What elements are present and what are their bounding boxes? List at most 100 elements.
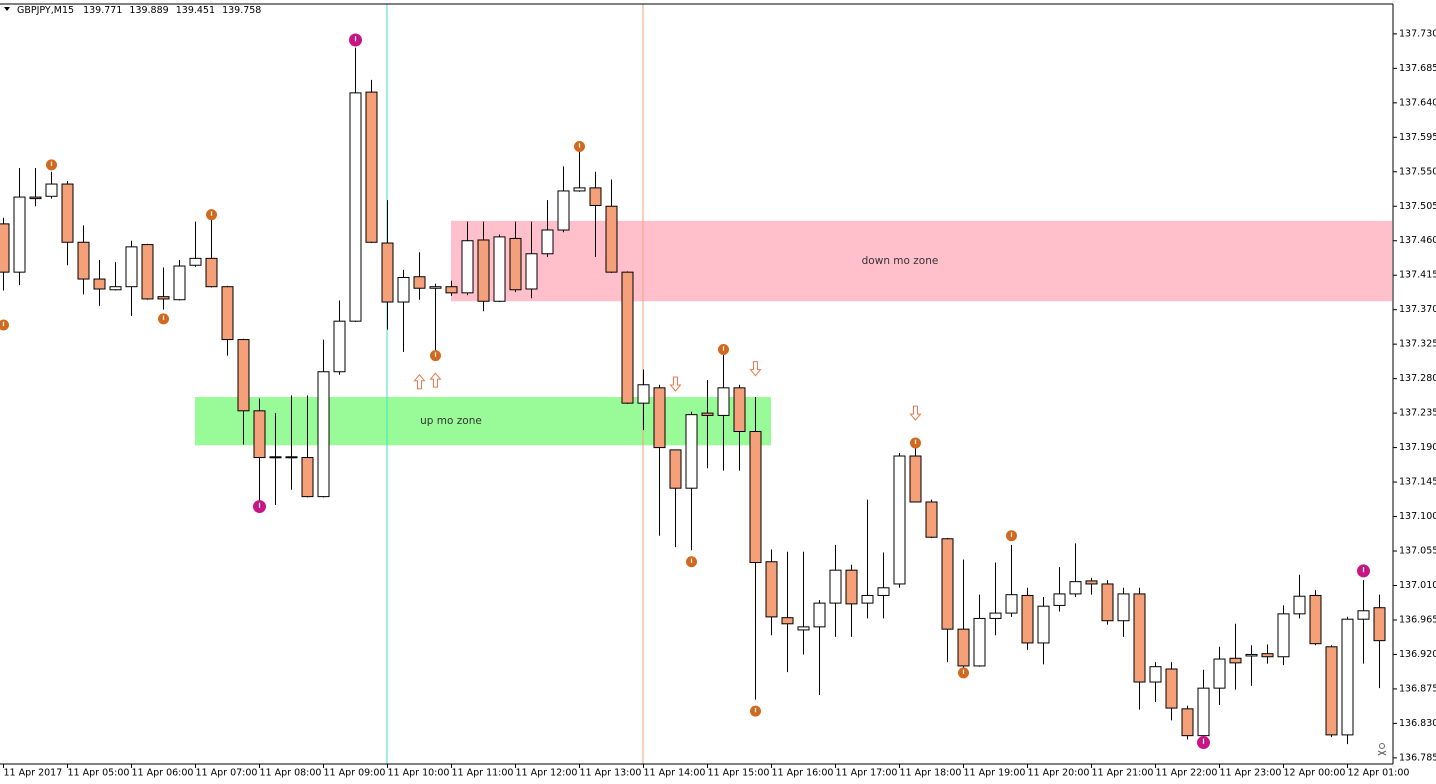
candle-body: [77, 241, 90, 280]
candle-body: [29, 196, 42, 200]
zone-label: up mo zone: [420, 415, 482, 427]
y-tick-label: 137.235: [1399, 408, 1436, 419]
candle-body: [1309, 594, 1322, 645]
open-price: 139.771: [83, 5, 122, 16]
candle-body: [253, 410, 266, 459]
x-tick-label: 11 Apr 18:00: [900, 768, 962, 779]
candle-body: [685, 414, 698, 489]
expert-icon: [1377, 743, 1387, 756]
y-tick-label: 137.100: [1399, 511, 1436, 522]
candle-body: [1149, 666, 1162, 683]
y-tick-label: 136.965: [1399, 614, 1436, 625]
y-tick-label: 137.055: [1399, 546, 1436, 557]
candle-body: [1293, 595, 1306, 615]
x-tick-label: 11 Apr 17:00: [836, 768, 898, 779]
y-tick-label: 137.640: [1399, 97, 1436, 108]
candle-body: [1085, 580, 1098, 585]
candle-body: [1341, 618, 1354, 736]
down-arrow: [749, 361, 762, 377]
candle-body: [1357, 610, 1370, 620]
candle-body: [765, 561, 778, 618]
x-tick-label: 11 Apr 23:00: [1220, 768, 1282, 779]
high-price: 139.889: [129, 5, 168, 16]
y-tick-label: 137.010: [1399, 580, 1436, 591]
close-price: 139.758: [222, 5, 261, 16]
candle-body: [909, 455, 922, 503]
candle-body: [157, 296, 170, 300]
candle-body: [333, 320, 346, 373]
candle-body: [893, 455, 906, 585]
signals: [0, 33, 1370, 750]
candle-body: [541, 229, 554, 255]
zone: [195, 397, 771, 446]
candle-body: [0, 223, 10, 273]
x-tick-label: 11 Apr 16:00: [772, 768, 834, 779]
candle-body: [125, 246, 138, 288]
down-arrow: [909, 405, 922, 421]
candle-body: [781, 617, 794, 625]
header: GBPJPY,M15 139.771 139.889 139.451 139.7…: [17, 5, 261, 16]
x-tick-label: 11 Apr 22:00: [1156, 768, 1218, 779]
candle-body: [797, 626, 810, 631]
candle-body: [109, 286, 122, 291]
candle-body: [317, 371, 330, 498]
candle-body: [381, 242, 394, 303]
candle-body: [141, 244, 154, 300]
candle-body: [525, 253, 538, 290]
x-tick-label: 11 Apr 07:00: [196, 768, 258, 779]
up-arrow: [413, 373, 426, 390]
candle-body: [829, 569, 842, 604]
candle-body: [173, 265, 186, 301]
candle-body: [237, 339, 250, 412]
down-arrow: [669, 376, 682, 392]
candle-body: [637, 384, 650, 404]
y-tick-label: 137.190: [1399, 442, 1436, 453]
candle-body: [1053, 593, 1066, 606]
candle-body: [1213, 658, 1226, 689]
y-tick-label: 137.280: [1399, 373, 1436, 384]
candle-body: [605, 205, 618, 273]
candle-body: [1277, 613, 1290, 658]
candle-body: [877, 587, 890, 596]
y-tick-label: 136.920: [1399, 649, 1436, 660]
y-tick-label: 137.505: [1399, 201, 1436, 212]
candle-body: [973, 617, 986, 667]
candle-body: [1101, 583, 1114, 622]
candle-body: [509, 237, 522, 291]
candle-body: [189, 257, 202, 266]
x-tick-label: 11 Apr 15:00: [708, 768, 770, 779]
candle-body: [413, 276, 426, 289]
candle-body: [477, 239, 490, 302]
candle-body: [1069, 581, 1082, 595]
candle-body: [221, 286, 234, 341]
x-tick-label: 11 Apr 13:00: [580, 768, 642, 779]
candle-body: [1005, 594, 1018, 614]
x-tick-label: 11 Apr 20:00: [1028, 768, 1090, 779]
candle-body: [205, 257, 218, 288]
x-tick-label: 11 Apr 06:00: [132, 768, 194, 779]
candle-body: [845, 569, 858, 605]
candle-body: [1037, 605, 1050, 644]
x-tick-label: 11 Apr 08:00: [260, 768, 322, 779]
x-tick-label: 11 Apr 2017: [4, 768, 63, 779]
y-tick-label: 136.830: [1399, 718, 1436, 729]
x-tick-label: 11 Apr 05:00: [68, 768, 130, 779]
candle-body: [269, 456, 282, 459]
y-tick-label: 137.730: [1399, 28, 1436, 39]
y-tick-label: 136.785: [1399, 752, 1436, 763]
candle-body: [1245, 653, 1258, 657]
candle-body: [397, 277, 410, 303]
candle-body: [1021, 594, 1034, 644]
axes: 137.730 137.685 137.640 137.595 137.550 137.5…: [3, 28, 1436, 779]
candle-body: [701, 412, 714, 416]
candle-body: [861, 594, 874, 604]
menu-triangle: [4, 7, 10, 11]
candle-body: [813, 602, 826, 628]
candle-body: [93, 278, 106, 290]
y-tick-label: 137.595: [1399, 132, 1436, 143]
candle-body: [445, 286, 458, 294]
y-tick-label: 137.325: [1399, 339, 1436, 350]
candle-body: [429, 286, 442, 289]
low-price: 139.451: [176, 5, 215, 16]
